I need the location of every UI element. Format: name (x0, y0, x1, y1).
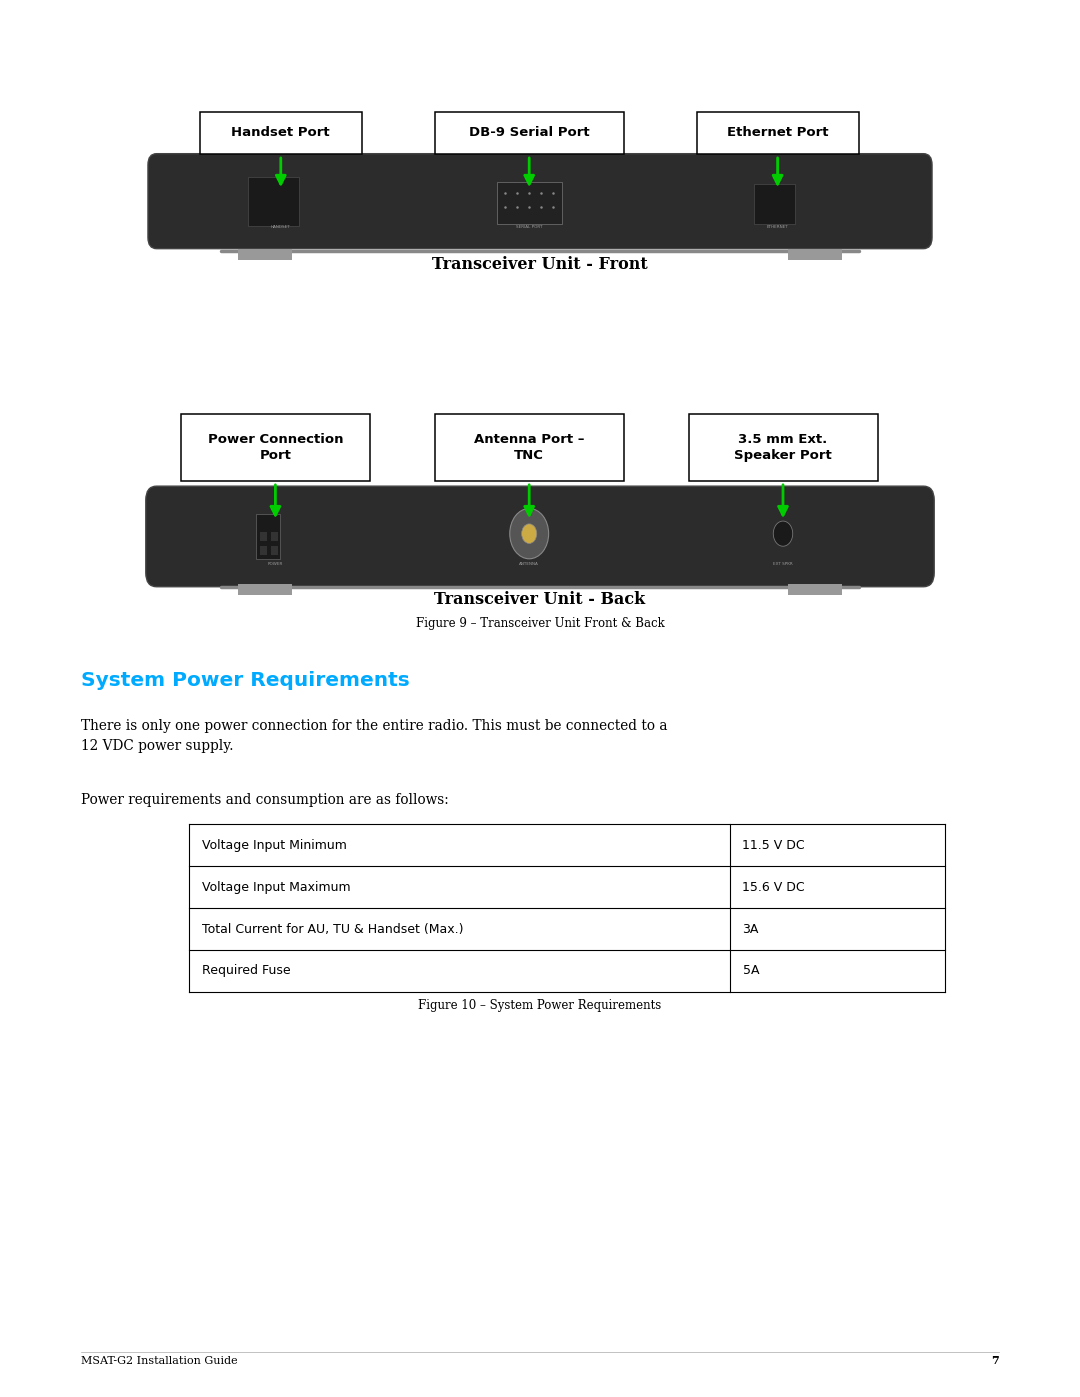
Text: System Power Requirements: System Power Requirements (81, 671, 409, 690)
Text: HANDSET: HANDSET (271, 225, 291, 229)
Text: Voltage Input Minimum: Voltage Input Minimum (202, 838, 347, 852)
Text: Total Current for AU, TU & Handset (Max.): Total Current for AU, TU & Handset (Max.… (202, 922, 463, 936)
Bar (434, 414, 624, 481)
Circle shape (510, 509, 549, 559)
Text: 15.6 V DC: 15.6 V DC (743, 880, 805, 894)
Text: Handset Port: Handset Port (231, 126, 330, 140)
Bar (200, 112, 362, 154)
Bar (260, 532, 267, 541)
Bar (497, 182, 562, 224)
Text: EXT SPKR: EXT SPKR (773, 562, 793, 566)
Text: ETHERNET: ETHERNET (767, 225, 788, 229)
Text: DB-9 Serial Port: DB-9 Serial Port (469, 126, 590, 140)
Text: Power Connection
Port: Power Connection Port (207, 433, 343, 461)
Bar (697, 112, 859, 154)
Bar (434, 112, 624, 154)
Bar (248, 177, 299, 226)
Bar (238, 584, 292, 595)
Text: Antenna Port –
TNC: Antenna Port – TNC (474, 433, 584, 461)
Bar (181, 414, 369, 481)
Text: Figure 9 – Transceiver Unit Front & Back: Figure 9 – Transceiver Unit Front & Back (416, 617, 664, 630)
Bar (271, 532, 278, 541)
Text: Ethernet Port: Ethernet Port (727, 126, 828, 140)
Circle shape (773, 521, 793, 546)
Text: POWER: POWER (268, 562, 283, 566)
Text: Transceiver Unit - Back: Transceiver Unit - Back (434, 591, 646, 608)
Bar (788, 584, 842, 595)
Bar (271, 546, 278, 555)
FancyBboxPatch shape (148, 154, 932, 249)
FancyBboxPatch shape (146, 486, 934, 587)
Bar (754, 184, 795, 224)
Text: SERIAL PORT: SERIAL PORT (516, 225, 542, 229)
Circle shape (522, 524, 537, 543)
Text: 5A: 5A (743, 964, 759, 978)
Text: 7: 7 (991, 1355, 999, 1366)
Text: ANTENNA: ANTENNA (519, 562, 539, 566)
Text: 11.5 V DC: 11.5 V DC (743, 838, 805, 852)
Text: MSAT-G2 Installation Guide: MSAT-G2 Installation Guide (81, 1356, 238, 1366)
Text: 3.5 mm Ext.
Speaker Port: 3.5 mm Ext. Speaker Port (734, 433, 832, 461)
Text: 3A: 3A (743, 922, 759, 936)
Text: There is only one power connection for the entire radio. This must be connected : There is only one power connection for t… (81, 719, 667, 753)
Bar (788, 249, 842, 260)
Bar (689, 414, 877, 481)
Text: Required Fuse: Required Fuse (202, 964, 291, 978)
Bar (256, 514, 280, 559)
Text: Voltage Input Maximum: Voltage Input Maximum (202, 880, 351, 894)
Bar (238, 249, 292, 260)
Bar (260, 546, 267, 555)
Text: Transceiver Unit - Front: Transceiver Unit - Front (432, 256, 648, 272)
Text: Figure 10 – System Power Requirements: Figure 10 – System Power Requirements (418, 999, 662, 1011)
Text: Power requirements and consumption are as follows:: Power requirements and consumption are a… (81, 793, 449, 807)
